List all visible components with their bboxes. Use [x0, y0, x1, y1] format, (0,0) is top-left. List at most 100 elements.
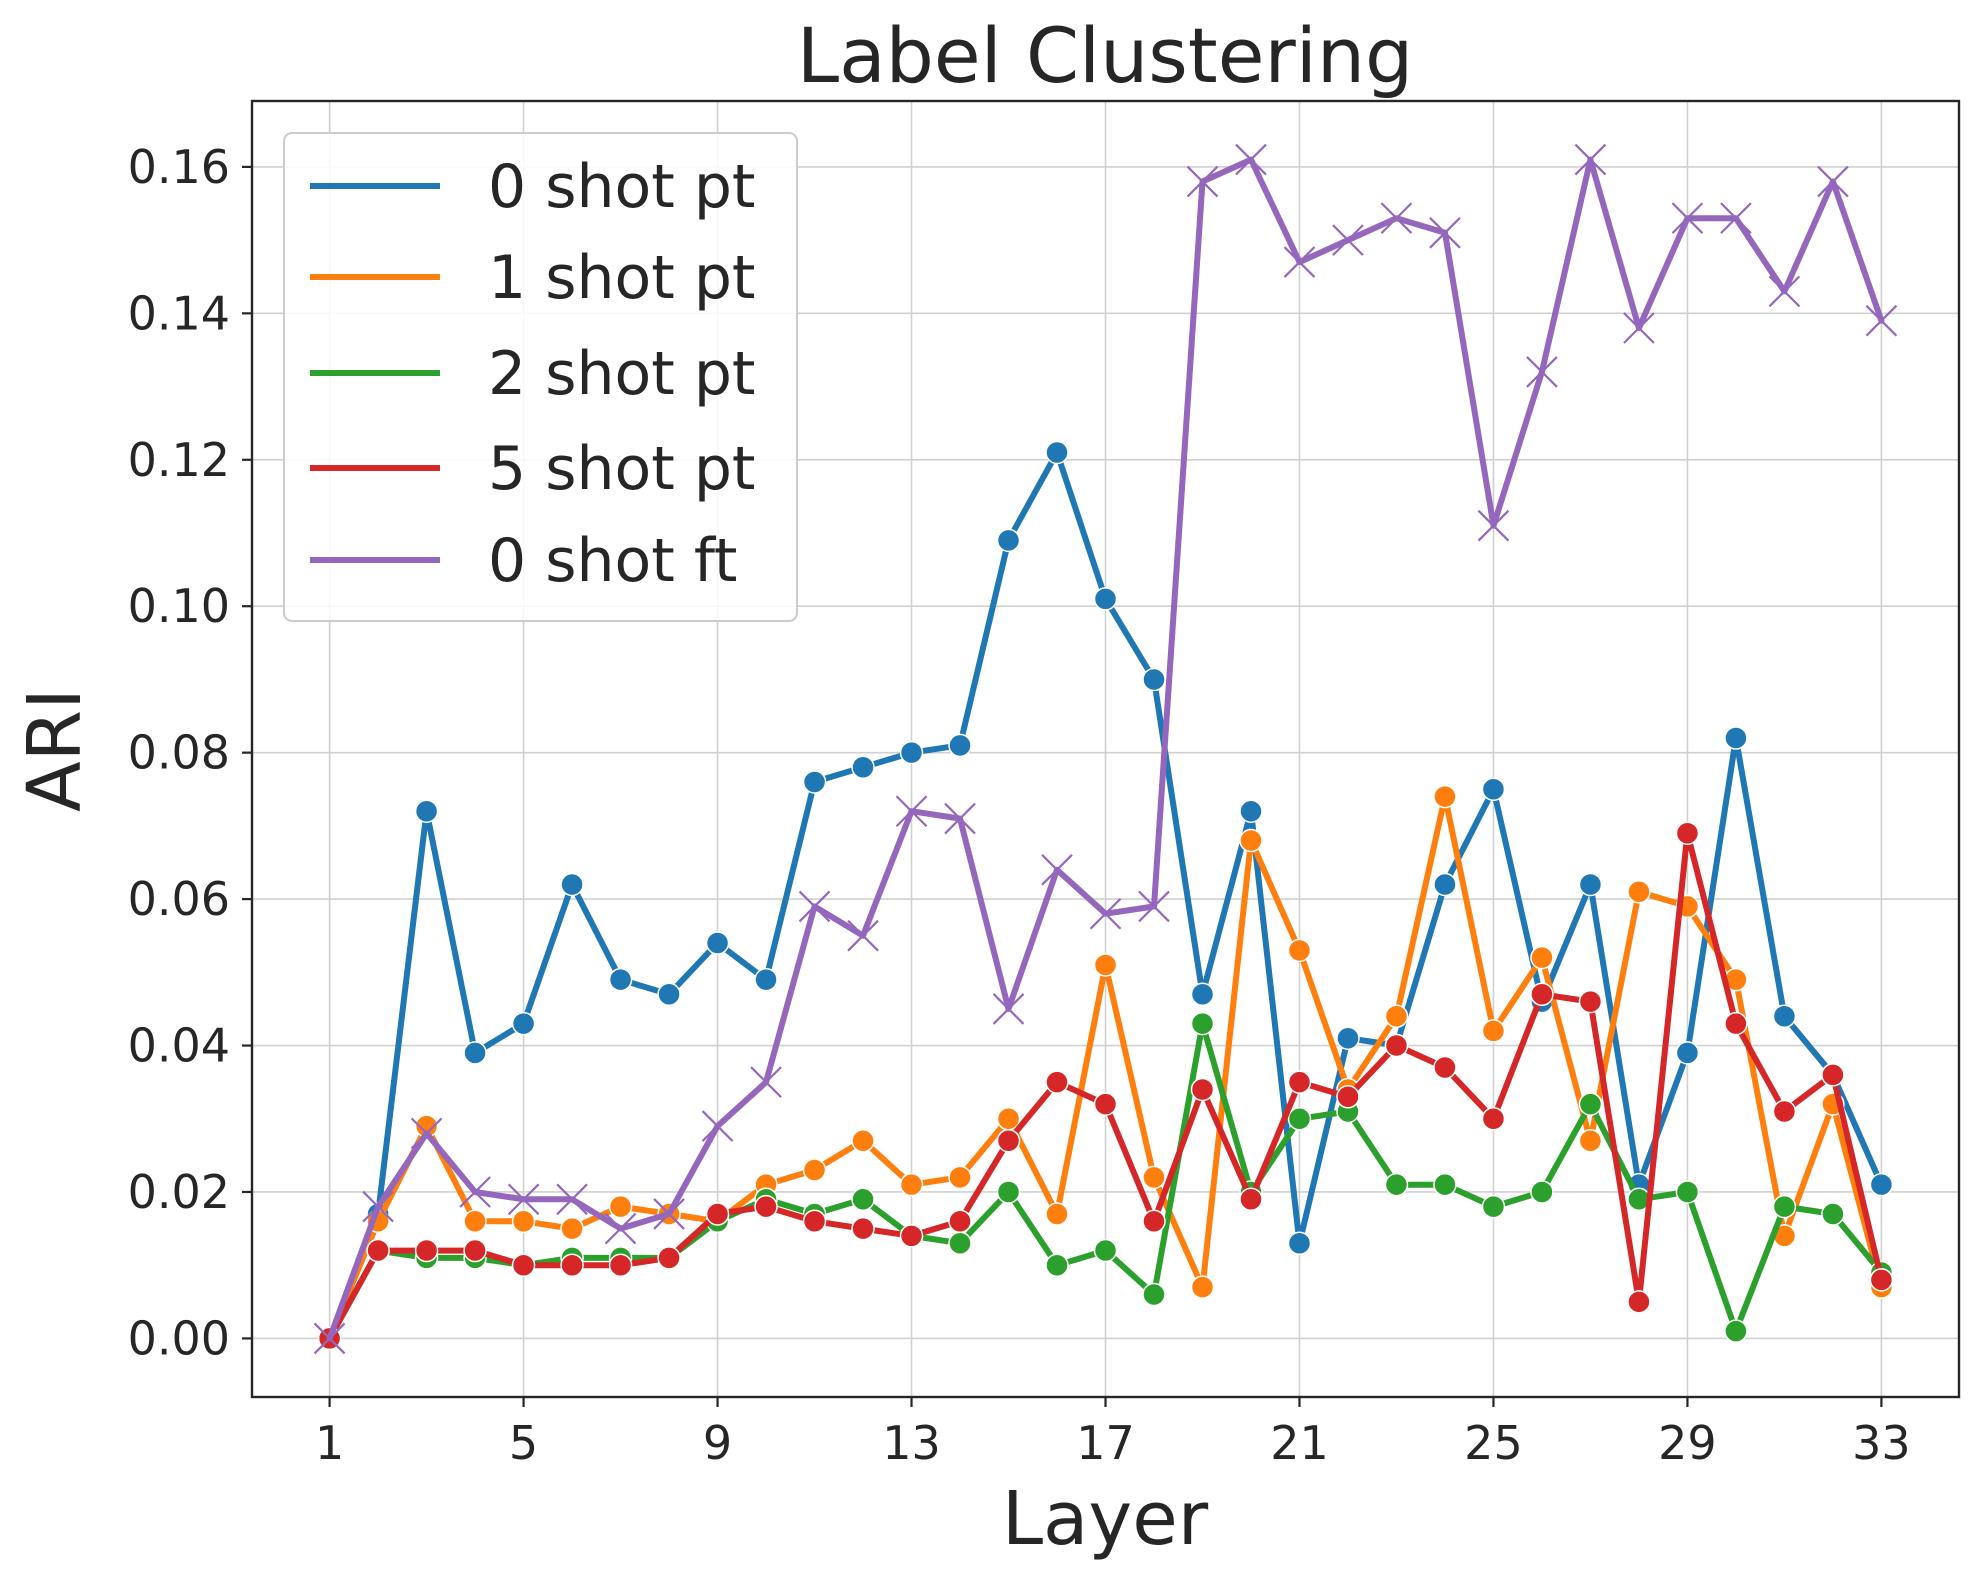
data-point-1-shot-pt [463, 1209, 487, 1234]
data-point-1-shot-pt [948, 1165, 972, 1190]
data-point-0-shot-ft [1526, 356, 1558, 388]
data-point-0-shot-pt [1142, 667, 1166, 692]
data-point-1-shot-pt [996, 1107, 1021, 1131]
data-point-5-shot-pt [1821, 1063, 1845, 1087]
data-point-0-shot-ft [410, 1117, 443, 1150]
y-tick-label: 0.02 [128, 1165, 230, 1219]
data-point-0-shot-ft [459, 1176, 491, 1208]
data-point-1-shot-pt [802, 1158, 827, 1182]
data-point-2-shot-pt [1433, 1172, 1457, 1197]
data-point-0-shot-ft [1089, 897, 1122, 930]
data-point-5-shot-pt [1627, 1290, 1651, 1314]
marker-stroke [459, 1176, 491, 1208]
data-point-5-shot-pt [414, 1238, 439, 1263]
data-point-1-shot-pt [560, 1216, 584, 1241]
x-axis: 1 5 9 13 17 21 25 29 33 [315, 1397, 1911, 1470]
marker-stroke [604, 1212, 637, 1245]
data-point-2-shot-pt [948, 1231, 972, 1255]
data-point-0-shot-ft [944, 802, 976, 835]
marker-stroke [798, 890, 831, 923]
y-axis-title: ARI [12, 688, 98, 812]
data-point-5-shot-pt [608, 1253, 633, 1277]
data-point-1-shot-pt [1190, 1275, 1215, 1299]
data-point-5-shot-pt [1190, 1077, 1215, 1102]
data-point-0-shot-ft [1332, 224, 1364, 256]
data-point-5-shot-pt [754, 1194, 778, 1219]
x-tick-label: 5 [509, 1416, 538, 1470]
x-tick-label: 17 [1076, 1416, 1135, 1470]
y-tick-label: 0.06 [128, 872, 230, 926]
x-tick-label: 1 [315, 1416, 344, 1470]
data-point-2-shot-pt [1821, 1202, 1845, 1226]
data-point-5-shot-pt [1239, 1187, 1263, 1212]
marker-stroke [653, 1198, 685, 1230]
legend-label-1-shot-pt: 1 shot pt [488, 243, 755, 313]
data-point-5-shot-pt [1481, 1107, 1506, 1131]
legend-entry-2-shot-pt: 2 shot pt [310, 339, 755, 409]
data-point-5-shot-pt [1724, 1011, 1748, 1036]
data-point-0-shot-ft [1041, 854, 1073, 886]
data-point-2-shot-pt [1190, 1011, 1215, 1036]
data-point-0-shot-pt [851, 755, 875, 780]
data-point-0-shot-pt [608, 967, 633, 992]
data-point-1-shot-pt [899, 1172, 924, 1197]
data-point-0-shot-ft [1574, 143, 1607, 176]
data-point-1-shot-pt [608, 1194, 633, 1219]
marker-stroke [1671, 202, 1704, 234]
data-point-2-shot-pt [1530, 1180, 1554, 1204]
data-point-2-shot-pt [1481, 1194, 1506, 1219]
data-point-0-shot-pt [1239, 799, 1263, 823]
data-point-5-shot-pt [1433, 1055, 1457, 1080]
y-axis: 0.00 0.02 0.04 0.06 0.08 0.10 0.12 0.14 0.16 [128, 140, 252, 1365]
series-0-shot-ft [313, 143, 1898, 1355]
data-point-0-shot-ft [1235, 143, 1267, 176]
data-point-2-shot-pt [996, 1180, 1021, 1204]
legend-entry-5-shot-pt: 5 shot pt [310, 434, 755, 504]
marker-stroke [1089, 897, 1122, 930]
marker-stroke [1526, 356, 1558, 388]
marker-stroke [1768, 275, 1801, 308]
data-point-5-shot-pt [1384, 1033, 1409, 1058]
data-point-0-shot-pt [1336, 1026, 1360, 1050]
data-point-0-shot-ft [1138, 890, 1170, 923]
data-point-0-shot-pt [1433, 872, 1457, 897]
data-point-2-shot-pt [1093, 1238, 1118, 1263]
marker-stroke [992, 993, 1025, 1025]
data-point-0-shot-pt [1093, 587, 1118, 611]
data-point-5-shot-pt [511, 1253, 536, 1277]
marker-stroke [1720, 202, 1752, 234]
y-tick-label: 0.16 [128, 140, 230, 194]
marker-stroke [944, 802, 976, 835]
data-point-0-shot-pt [1287, 1231, 1312, 1255]
data-point-1-shot-pt [1239, 828, 1263, 853]
data-point-5-shot-pt [1045, 1070, 1069, 1094]
marker-stroke [1623, 312, 1655, 344]
legend-label-0-shot-ft: 0 shot ft [488, 526, 737, 596]
chart-title: Label Clustering [797, 11, 1413, 100]
data-point-0-shot-ft [1671, 202, 1704, 234]
x-tick-label: 21 [1270, 1416, 1329, 1470]
data-point-5-shot-pt [560, 1253, 584, 1277]
data-point-0-shot-ft [1477, 509, 1510, 542]
marker-stroke [362, 1190, 394, 1223]
data-point-5-shot-pt [1675, 821, 1700, 845]
marker-stroke [507, 1183, 540, 1216]
marker-stroke [1865, 304, 1898, 337]
x-tick-label: 9 [703, 1416, 732, 1470]
data-point-1-shot-pt [511, 1209, 536, 1234]
marker-stroke [1380, 202, 1413, 234]
data-point-0-shot-pt [511, 1011, 536, 1036]
marker-stroke [1332, 224, 1364, 256]
marker-stroke [701, 1110, 734, 1142]
data-point-0-shot-pt [1675, 1041, 1700, 1065]
data-point-0-shot-pt [1724, 726, 1748, 750]
legend-entry-0-shot-pt: 0 shot pt [310, 152, 755, 222]
x-tick-label: 33 [1852, 1416, 1911, 1470]
data-point-2-shot-pt [1724, 1319, 1748, 1343]
x-tick-label: 13 [882, 1416, 941, 1470]
marker-stroke [895, 795, 928, 828]
y-tick-label: 0.14 [128, 286, 230, 340]
data-point-1-shot-pt [1287, 938, 1312, 963]
data-point-5-shot-pt [996, 1128, 1021, 1153]
